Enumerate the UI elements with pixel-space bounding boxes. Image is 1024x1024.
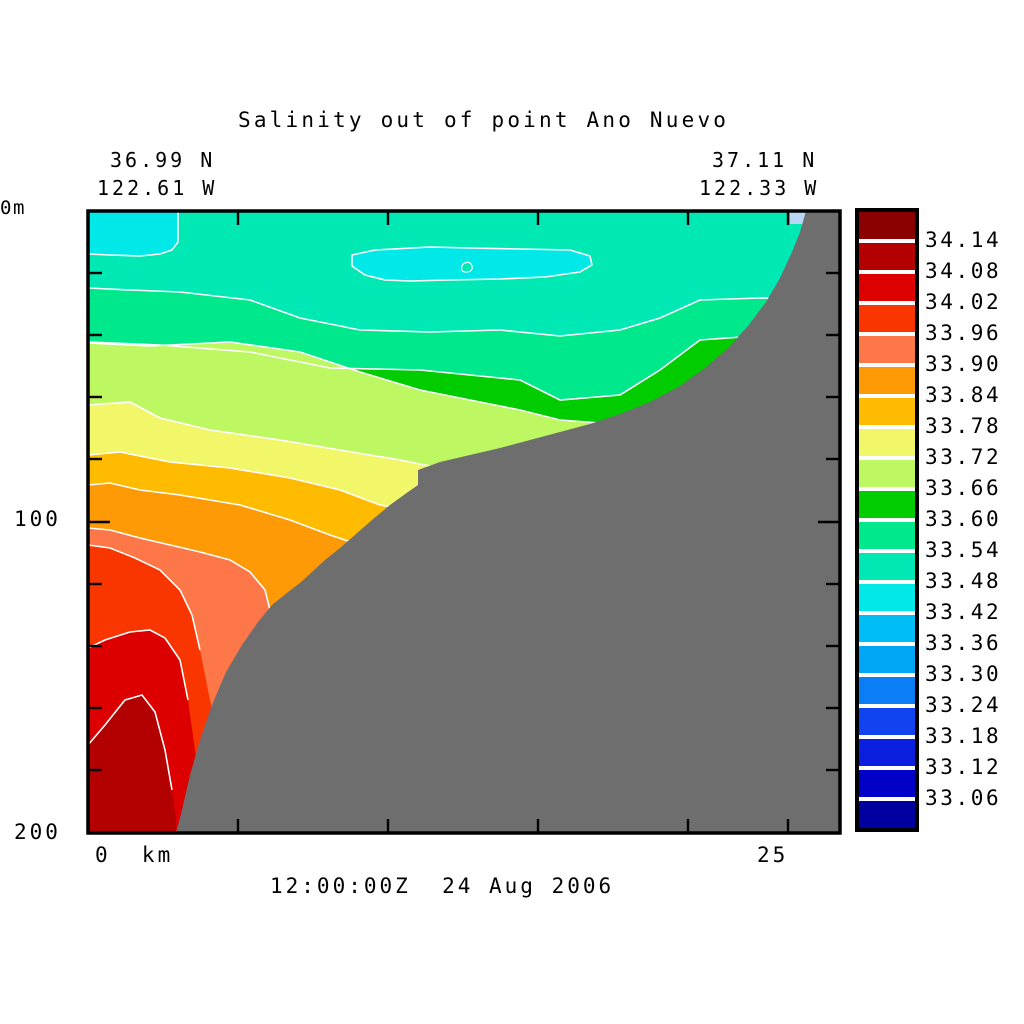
colorbar-label-9: 33.60: [925, 507, 1002, 531]
colorbar-divider-16: [857, 704, 917, 708]
colorbar-divider-4: [857, 332, 917, 336]
colorbar-band-18: [857, 768, 917, 799]
colorbar-label-15: 33.24: [925, 693, 1002, 717]
colorbar-band-13: [857, 613, 917, 644]
timestamp-label: 12:00:00Z 24 Aug 2006: [270, 874, 615, 898]
colorbar-divider-5: [857, 363, 917, 367]
colorbar-band-4: [857, 334, 917, 365]
colorbar-label-7: 33.72: [925, 445, 1002, 469]
colorbar-band-10: [857, 520, 917, 551]
colorbar-divider-15: [857, 673, 917, 677]
right-latitude-label: 37.11 N: [712, 148, 818, 172]
colorbar-divider-19: [857, 797, 917, 801]
contour-ring-lens: [460, 261, 473, 273]
x-axis-label-left: 0 km: [95, 843, 174, 867]
left-longitude-label: 122.61 W: [97, 176, 218, 200]
colorbar-label-13: 33.36: [925, 631, 1002, 655]
colorbar-label-18: 33.06: [925, 786, 1002, 810]
colorbar-label-11: 33.48: [925, 569, 1002, 593]
colorbar-label-4: 33.90: [925, 352, 1002, 376]
colorbar-band-8: [857, 458, 917, 489]
colorbar-divider-1: [857, 239, 917, 243]
colorbar-frame: [855, 208, 919, 832]
colorbar-label-12: 33.42: [925, 600, 1002, 624]
axis-ticks: [88, 211, 840, 833]
colorbar-band-1: [857, 241, 917, 272]
colorbar-band-3: [857, 303, 917, 334]
colorbar-band-16: [857, 706, 917, 737]
colorbar-band-15: [857, 675, 917, 706]
colorbar-band-12: [857, 582, 917, 613]
colorbar-divider-18: [857, 766, 917, 770]
colorbar-label-1: 34.08: [925, 259, 1002, 283]
contour-band-34.08: [88, 695, 176, 833]
page-title: Salinity out of point Ano Nuevo: [238, 108, 730, 132]
colorbar-label-6: 33.78: [925, 414, 1002, 438]
seafloor-bathymetry: [176, 211, 840, 833]
colorbar-band-19: [857, 799, 917, 830]
colorbar-label-3: 33.96: [925, 321, 1002, 345]
colorbar-band-5: [857, 365, 917, 396]
colorbar-band-14: [857, 644, 917, 675]
colorbar-band-17: [857, 737, 917, 768]
colorbar-label-2: 34.02: [925, 290, 1002, 314]
y-axis-label-mid: 100: [14, 507, 61, 531]
colorbar-label-16: 33.18: [925, 724, 1002, 748]
y-axis-label-bottom: 200: [14, 820, 61, 844]
colorbar-label-10: 33.54: [925, 538, 1002, 562]
colorbar-band-9: [857, 489, 917, 520]
colorbar-label-17: 33.12: [925, 755, 1002, 779]
x-axis-label-right: 25: [757, 843, 789, 867]
colorbar-label-14: 33.30: [925, 662, 1002, 686]
left-latitude-label: 36.99 N: [110, 148, 216, 172]
colorbar-divider-10: [857, 518, 917, 522]
colorbar-divider-14: [857, 642, 917, 646]
colorbar-band-2: [857, 272, 917, 303]
colorbar-band-6: [857, 396, 917, 427]
contour-band-33.42-corner: [88, 211, 178, 256]
y-axis-label-top: 0m: [0, 197, 26, 219]
colorbar-divider-13: [857, 611, 917, 615]
colorbar-divider-2: [857, 270, 917, 274]
colorbar-divider-17: [857, 735, 917, 739]
colorbar-label-5: 33.84: [925, 383, 1002, 407]
colorbar-band-11: [857, 551, 917, 582]
colorbar-divider-11: [857, 549, 917, 553]
colorbar: [857, 210, 917, 830]
colorbar-label-8: 33.66: [925, 476, 1002, 500]
colorbar-divider-6: [857, 394, 917, 398]
contour-band-33.42-lens: [352, 247, 592, 281]
colorbar-label-0: 34.14: [925, 228, 1002, 252]
colorbar-band-7: [857, 427, 917, 458]
colorbar-divider-7: [857, 425, 917, 429]
colorbar-band-0: [857, 210, 917, 241]
colorbar-divider-8: [857, 456, 917, 460]
colorbar-divider-9: [857, 487, 917, 491]
contour-fill-group: [88, 211, 840, 833]
colorbar-divider-3: [857, 301, 917, 305]
colorbar-divider-12: [857, 580, 917, 584]
right-longitude-label: 122.33 W: [699, 176, 820, 200]
